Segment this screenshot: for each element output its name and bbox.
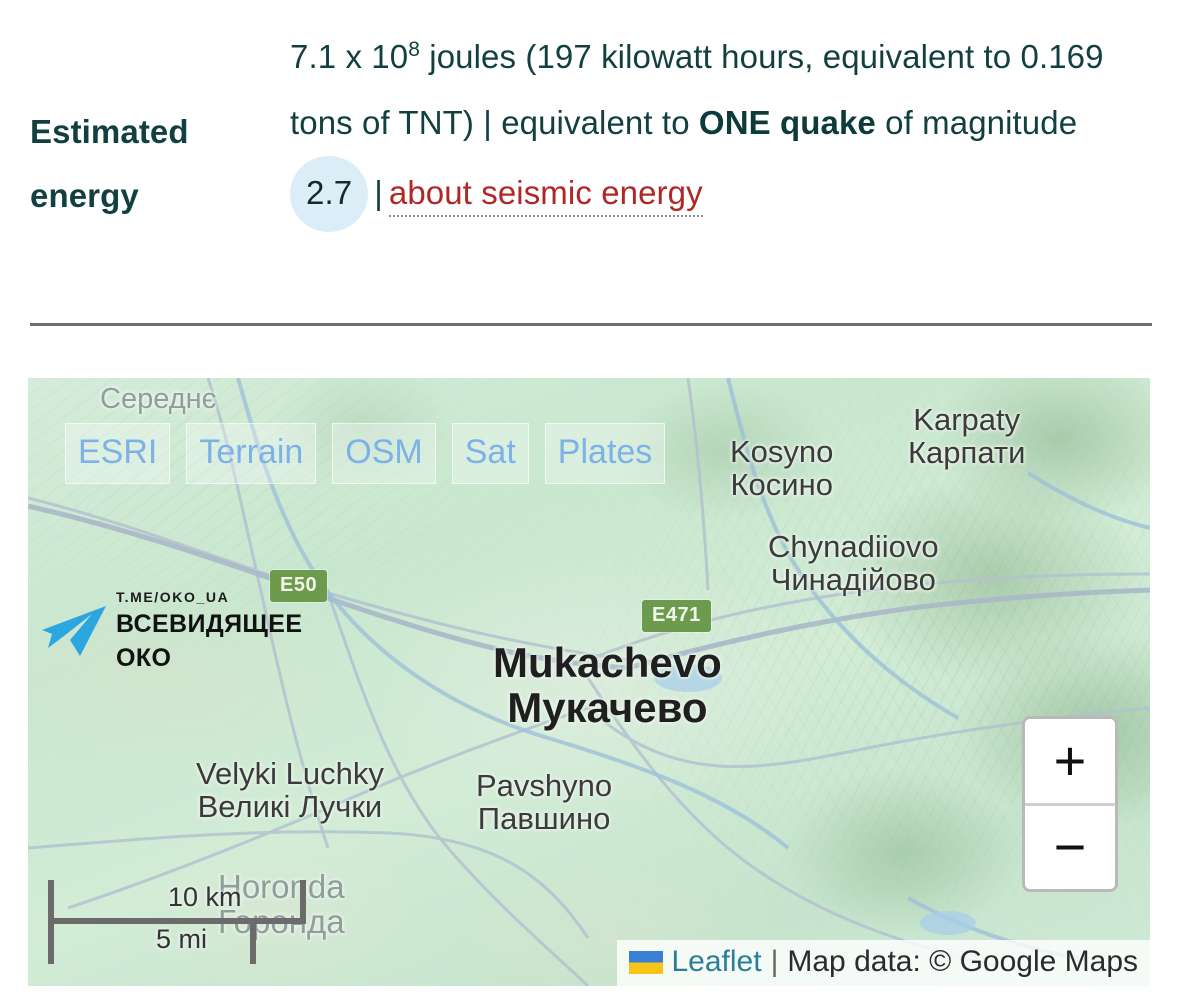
layer-button-sat[interactable]: Sat [451,423,529,484]
layer-button-terrain[interactable]: Terrain [186,423,317,484]
map-vector-overlay [28,378,1150,986]
map-attribution: Leaflet | Map data: © Google Maps [616,940,1150,986]
road-shield-e50: E50 [270,570,328,602]
watermark-text: T.ME/OKO_UA ВСЕВИДЯЩЕЕ ОКО [116,590,302,672]
leaflet-link[interactable]: Leaflet [671,945,762,978]
one-quake-emphasis: ONE quake [698,104,876,141]
magnitude-badge: 2.7 [290,156,369,232]
telegram-plane-icon [42,606,106,656]
energy-equiv-pre: equivalent to [501,104,699,141]
zoom-out-button[interactable]: − [1025,802,1115,889]
energy-tnt-line: equivalent to 0.169 tons of TNT) | [290,38,1104,141]
energy-equiv-post: of magnitude [875,104,1078,141]
row-value: 7.1 x 108 joules (197 kilowatt hours, eq… [290,24,1152,232]
watermark-name-line2: ОКО [116,644,172,672]
telegram-watermark: T.ME/OKO_UA ВСЕВИДЯЩЕЕ ОКО [40,590,302,672]
energy-exponent: 8 [408,38,420,61]
watermark-name-line1: ВСЕВИДЯЩЕЕ [116,610,303,638]
attribution-map-data: Map data: © Google Maps [787,945,1138,978]
about-seismic-energy-link[interactable]: about seismic energy [388,174,703,217]
scale-tick-km-right [300,880,306,924]
section-divider [30,323,1152,326]
attribution-separator: | [770,945,779,978]
leaflet-map[interactable]: ESRI Terrain OSM Sat Plates T.ME/OKO_UA … [28,378,1150,986]
zoom-control[interactable]: + − [1022,716,1118,892]
zoom-in-button[interactable]: + [1025,719,1115,803]
ukraine-flag-icon [628,950,663,974]
value-pipe-separator: | [374,174,383,211]
layer-button-esri[interactable]: ESRI [65,423,171,484]
layer-button-plates[interactable]: Plates [544,423,666,484]
row-label: Estimated energy [30,113,189,214]
map-scale-bar: 10 km 5 mi [48,880,306,968]
scale-label-mi: 5 mi [156,924,208,954]
road-shield-e471: E471 [642,600,711,632]
scale-tick-left [48,880,54,964]
watermark-url: T.ME/OKO_UA [116,589,230,605]
layer-button-osm[interactable]: OSM [332,423,436,484]
layer-switcher[interactable]: ESRI Terrain OSM Sat Plates [65,423,666,484]
energy-joules-post: joules (197 kilowatt hours, [420,38,814,75]
energy-joules-pre: 7.1 x 10 [290,38,409,75]
scale-label-km: 10 km [168,882,242,912]
estimated-energy-row: Estimated energy 7.1 x 108 joules (197 k… [0,0,1179,327]
scale-bar-km-line [48,918,306,924]
scale-tick-mi-right [250,918,256,964]
